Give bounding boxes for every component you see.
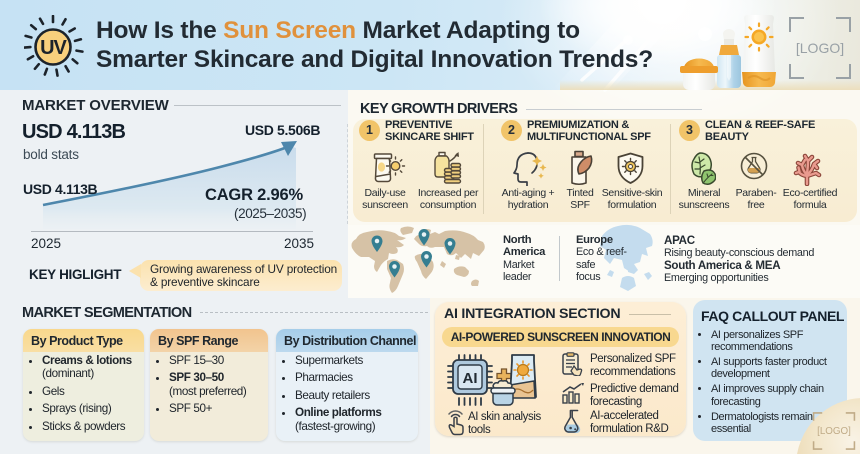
svg-text:[LOGO]: [LOGO] <box>817 426 851 437</box>
svg-text:UV: UV <box>40 37 67 59</box>
svg-text:[LOGO]: [LOGO] <box>796 40 844 56</box>
svg-text:AI: AI <box>463 370 478 387</box>
